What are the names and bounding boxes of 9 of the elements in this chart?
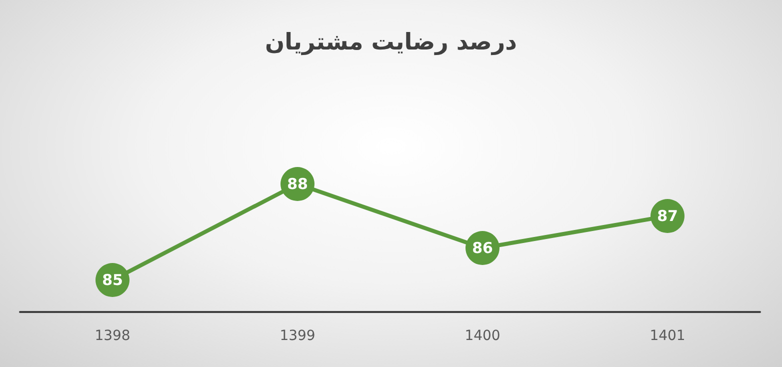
x-tick-label: 1401 (650, 328, 686, 344)
data-label: 86 (472, 239, 493, 257)
data-label: 85 (102, 271, 123, 289)
x-tick-label: 1400 (464, 328, 500, 344)
data-label: 88 (287, 175, 308, 193)
data-label: 87 (657, 207, 678, 225)
chart-title: درصد رضایت مشتریان (265, 30, 518, 56)
x-tick-label: 1398 (94, 328, 130, 344)
x-tick-label: 1399 (280, 328, 316, 344)
